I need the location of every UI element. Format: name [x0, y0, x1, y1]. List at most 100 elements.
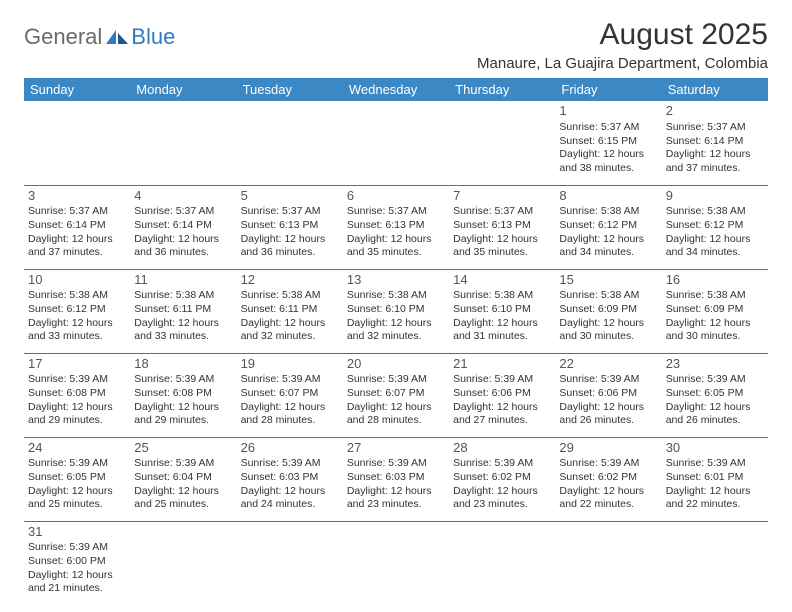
calendar-cell — [343, 521, 449, 605]
day-number: 25 — [134, 440, 232, 457]
calendar-body: 1Sunrise: 5:37 AMSunset: 6:15 PMDaylight… — [24, 101, 768, 605]
daylight-line: Daylight: 12 hours and 29 minutes. — [134, 401, 232, 428]
sunrise-line: Sunrise: 5:39 AM — [666, 457, 764, 471]
daylight-line: Daylight: 12 hours and 33 minutes. — [134, 317, 232, 344]
logo-sail-icon — [104, 28, 130, 46]
sunset-line: Sunset: 6:03 PM — [347, 471, 445, 485]
sunrise-line: Sunrise: 5:38 AM — [347, 289, 445, 303]
calendar-cell: 22Sunrise: 5:39 AMSunset: 6:06 PMDayligh… — [555, 353, 661, 437]
sunset-line: Sunset: 6:14 PM — [666, 135, 764, 149]
calendar-cell — [24, 101, 130, 185]
calendar-cell: 12Sunrise: 5:38 AMSunset: 6:11 PMDayligh… — [237, 269, 343, 353]
day-number: 18 — [134, 356, 232, 373]
sunset-line: Sunset: 6:13 PM — [241, 219, 339, 233]
calendar-cell: 17Sunrise: 5:39 AMSunset: 6:08 PMDayligh… — [24, 353, 130, 437]
calendar-cell: 7Sunrise: 5:37 AMSunset: 6:13 PMDaylight… — [449, 185, 555, 269]
day-number: 10 — [28, 272, 126, 289]
daylight-line: Daylight: 12 hours and 34 minutes. — [559, 233, 657, 260]
daylight-line: Daylight: 12 hours and 27 minutes. — [453, 401, 551, 428]
sunrise-line: Sunrise: 5:37 AM — [347, 205, 445, 219]
weekday-header: Sunday — [24, 78, 130, 101]
day-number: 11 — [134, 272, 232, 289]
sunrise-line: Sunrise: 5:39 AM — [666, 373, 764, 387]
sunrise-line: Sunrise: 5:37 AM — [241, 205, 339, 219]
sunset-line: Sunset: 6:08 PM — [134, 387, 232, 401]
calendar-cell — [237, 101, 343, 185]
weekday-header: Thursday — [449, 78, 555, 101]
day-number: 30 — [666, 440, 764, 457]
daylight-line: Daylight: 12 hours and 36 minutes. — [241, 233, 339, 260]
daylight-line: Daylight: 12 hours and 30 minutes. — [666, 317, 764, 344]
day-number: 6 — [347, 188, 445, 205]
calendar-cell: 8Sunrise: 5:38 AMSunset: 6:12 PMDaylight… — [555, 185, 661, 269]
sunrise-line: Sunrise: 5:39 AM — [134, 373, 232, 387]
calendar-cell: 2Sunrise: 5:37 AMSunset: 6:14 PMDaylight… — [662, 101, 768, 185]
daylight-line: Daylight: 12 hours and 26 minutes. — [559, 401, 657, 428]
daylight-line: Daylight: 12 hours and 38 minutes. — [559, 148, 657, 175]
calendar-cell: 13Sunrise: 5:38 AMSunset: 6:10 PMDayligh… — [343, 269, 449, 353]
sunset-line: Sunset: 6:03 PM — [241, 471, 339, 485]
day-number: 4 — [134, 188, 232, 205]
day-number: 9 — [666, 188, 764, 205]
sunset-line: Sunset: 6:01 PM — [666, 471, 764, 485]
sunrise-line: Sunrise: 5:38 AM — [241, 289, 339, 303]
calendar-cell: 30Sunrise: 5:39 AMSunset: 6:01 PMDayligh… — [662, 437, 768, 521]
day-number: 13 — [347, 272, 445, 289]
calendar-cell: 29Sunrise: 5:39 AMSunset: 6:02 PMDayligh… — [555, 437, 661, 521]
sunset-line: Sunset: 6:11 PM — [134, 303, 232, 317]
day-number: 21 — [453, 356, 551, 373]
sunrise-line: Sunrise: 5:38 AM — [559, 289, 657, 303]
sunrise-line: Sunrise: 5:39 AM — [347, 457, 445, 471]
daylight-line: Daylight: 12 hours and 35 minutes. — [347, 233, 445, 260]
sunset-line: Sunset: 6:00 PM — [28, 555, 126, 569]
calendar-cell — [555, 521, 661, 605]
calendar-cell: 4Sunrise: 5:37 AMSunset: 6:14 PMDaylight… — [130, 185, 236, 269]
daylight-line: Daylight: 12 hours and 21 minutes. — [28, 569, 126, 596]
month-title: August 2025 — [477, 18, 768, 52]
sunset-line: Sunset: 6:10 PM — [347, 303, 445, 317]
calendar-cell: 1Sunrise: 5:37 AMSunset: 6:15 PMDaylight… — [555, 101, 661, 185]
sunrise-line: Sunrise: 5:38 AM — [666, 205, 764, 219]
calendar-head: SundayMondayTuesdayWednesdayThursdayFrid… — [24, 78, 768, 101]
day-number: 3 — [28, 188, 126, 205]
sunrise-line: Sunrise: 5:37 AM — [559, 121, 657, 135]
calendar-cell — [662, 521, 768, 605]
calendar-cell — [449, 101, 555, 185]
daylight-line: Daylight: 12 hours and 23 minutes. — [453, 485, 551, 512]
calendar-table: SundayMondayTuesdayWednesdayThursdayFrid… — [24, 78, 768, 605]
sunset-line: Sunset: 6:02 PM — [559, 471, 657, 485]
daylight-line: Daylight: 12 hours and 26 minutes. — [666, 401, 764, 428]
calendar-cell: 19Sunrise: 5:39 AMSunset: 6:07 PMDayligh… — [237, 353, 343, 437]
sunset-line: Sunset: 6:05 PM — [666, 387, 764, 401]
logo: General Blue — [24, 18, 175, 50]
day-number: 20 — [347, 356, 445, 373]
sunrise-line: Sunrise: 5:37 AM — [666, 121, 764, 135]
day-number: 14 — [453, 272, 551, 289]
daylight-line: Daylight: 12 hours and 37 minutes. — [666, 148, 764, 175]
day-number: 31 — [28, 524, 126, 541]
calendar-cell: 20Sunrise: 5:39 AMSunset: 6:07 PMDayligh… — [343, 353, 449, 437]
weekday-header: Saturday — [662, 78, 768, 101]
calendar-cell — [130, 521, 236, 605]
calendar-cell — [237, 521, 343, 605]
sunrise-line: Sunrise: 5:39 AM — [559, 373, 657, 387]
daylight-line: Daylight: 12 hours and 22 minutes. — [666, 485, 764, 512]
daylight-line: Daylight: 12 hours and 28 minutes. — [241, 401, 339, 428]
sunrise-line: Sunrise: 5:37 AM — [134, 205, 232, 219]
sunrise-line: Sunrise: 5:38 AM — [28, 289, 126, 303]
calendar-cell: 31Sunrise: 5:39 AMSunset: 6:00 PMDayligh… — [24, 521, 130, 605]
calendar-cell — [343, 101, 449, 185]
day-number: 23 — [666, 356, 764, 373]
daylight-line: Daylight: 12 hours and 37 minutes. — [28, 233, 126, 260]
daylight-line: Daylight: 12 hours and 30 minutes. — [559, 317, 657, 344]
weekday-header: Wednesday — [343, 78, 449, 101]
calendar-cell: 14Sunrise: 5:38 AMSunset: 6:10 PMDayligh… — [449, 269, 555, 353]
calendar-cell: 23Sunrise: 5:39 AMSunset: 6:05 PMDayligh… — [662, 353, 768, 437]
sunset-line: Sunset: 6:07 PM — [241, 387, 339, 401]
daylight-line: Daylight: 12 hours and 32 minutes. — [347, 317, 445, 344]
sunrise-line: Sunrise: 5:38 AM — [666, 289, 764, 303]
sunrise-line: Sunrise: 5:39 AM — [28, 457, 126, 471]
calendar-cell: 21Sunrise: 5:39 AMSunset: 6:06 PMDayligh… — [449, 353, 555, 437]
sunrise-line: Sunrise: 5:39 AM — [453, 457, 551, 471]
sunrise-line: Sunrise: 5:38 AM — [134, 289, 232, 303]
